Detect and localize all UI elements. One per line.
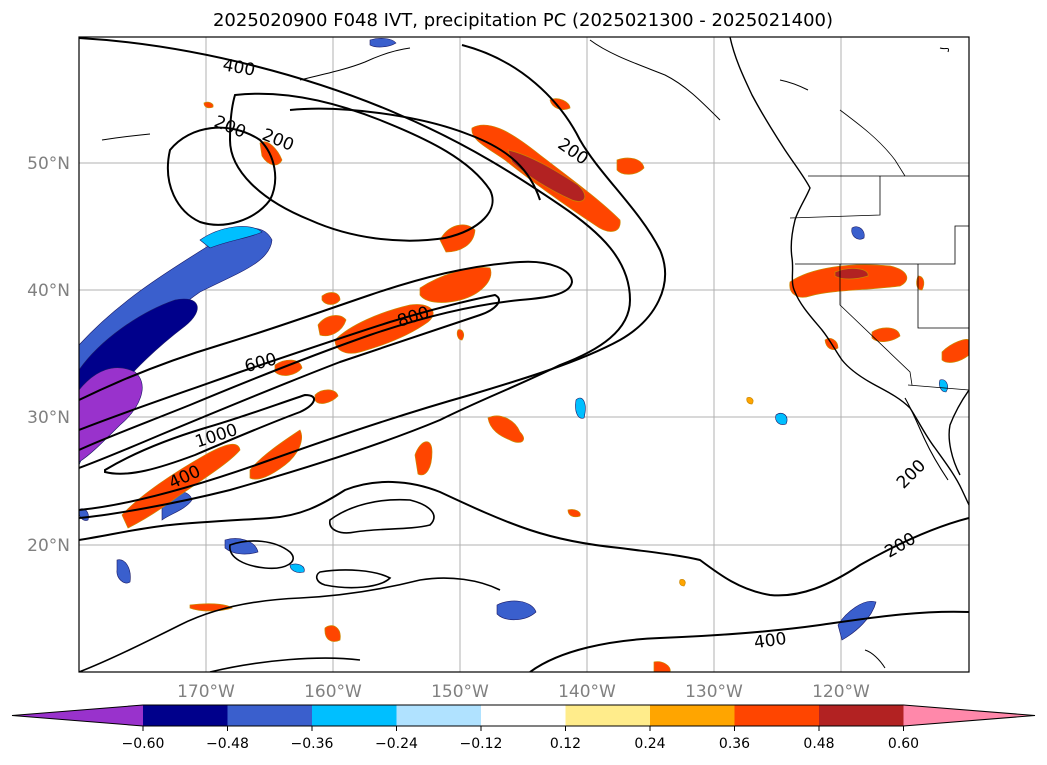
longitude-label: 140°W [558,682,616,702]
contour-lower-edge [209,657,361,672]
contour-600 [79,260,574,451]
ivt-contours [79,37,969,672]
longitude-labels: 170°W 160°W 150°W 140°W 130°W 120°W [177,682,870,702]
colorbar-tick-label: 0.48 [803,736,834,752]
contour-400-outer [79,37,632,519]
colorbar-tick-label: 0.36 [719,736,750,752]
coastlines [101,37,969,669]
colorbar-tick-label: 0.24 [634,736,665,752]
colorbar-segment [12,705,143,726]
longitude-label: 150°W [431,682,489,702]
contour-400-southeast [529,610,969,672]
colorbar-tick-label: 0.12 [550,736,581,752]
contour-small-loop [315,569,392,589]
colorbar-tick-label: 0.60 [888,736,919,752]
colorbar-segment [481,705,566,726]
contour-label: 400 [753,629,788,653]
contour-1000 [104,393,315,475]
colorbar-segment [565,705,651,726]
contour-400-southwest [79,577,501,672]
colorbar-tick-label: −0.24 [375,736,418,752]
contour-800 [79,293,500,469]
contour-southern-loop-2 [229,540,294,570]
state-borders [789,109,969,391]
latitude-label: 50°N [27,154,70,174]
colorbar-segment [396,705,482,726]
longitude-label: 120°W [812,682,870,702]
colorbar-segment [143,705,228,726]
colorbar-tick-label: −0.36 [291,736,334,752]
colorbar-tick-label: −0.12 [460,736,503,752]
colorbar-tick-label: −0.48 [206,736,249,752]
map-frame [78,36,970,673]
contour-closed-north [166,126,277,226]
contour-200-pacific [289,107,541,201]
colorbar-ticks: −0.60 −0.48 −0.36 −0.24 −0.12 0.12 0.24 0.36 0.4… [122,726,919,752]
colorbar-segment [903,705,1035,726]
latitude-label: 40°N [27,281,70,301]
longitude-label: 130°W [685,682,743,702]
colorbar-segment [312,705,397,726]
contour-southern-loop [329,498,435,534]
map-area: 400 200 200 200 800 600 1000 400 200 200… [78,36,970,673]
longitude-label: 160°W [304,682,362,702]
map-title: 2025020900 F048 IVT, precipitation PC (2… [213,10,833,31]
positive-anomaly-regions [121,98,969,672]
latitude-label: 20°N [27,536,70,556]
colorbar-tick-label: −0.60 [122,736,165,752]
latitude-label: 30°N [27,408,70,428]
contour-200-north [228,92,494,242]
longitude-label: 170°W [177,682,235,702]
colorbar-segment [650,705,735,726]
contour-200-main [79,44,666,511]
latitude-labels: 50°N 40°N 30°N 20°N [27,154,70,556]
colorbar-segment [734,705,820,726]
map-background [79,37,969,672]
colorbar [11,704,1036,727]
colorbar-segment [819,705,904,726]
contour-200-south [79,481,969,597]
colorbar-segment [227,705,313,726]
